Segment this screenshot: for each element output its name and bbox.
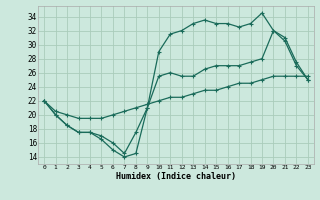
X-axis label: Humidex (Indice chaleur): Humidex (Indice chaleur) [116,172,236,181]
